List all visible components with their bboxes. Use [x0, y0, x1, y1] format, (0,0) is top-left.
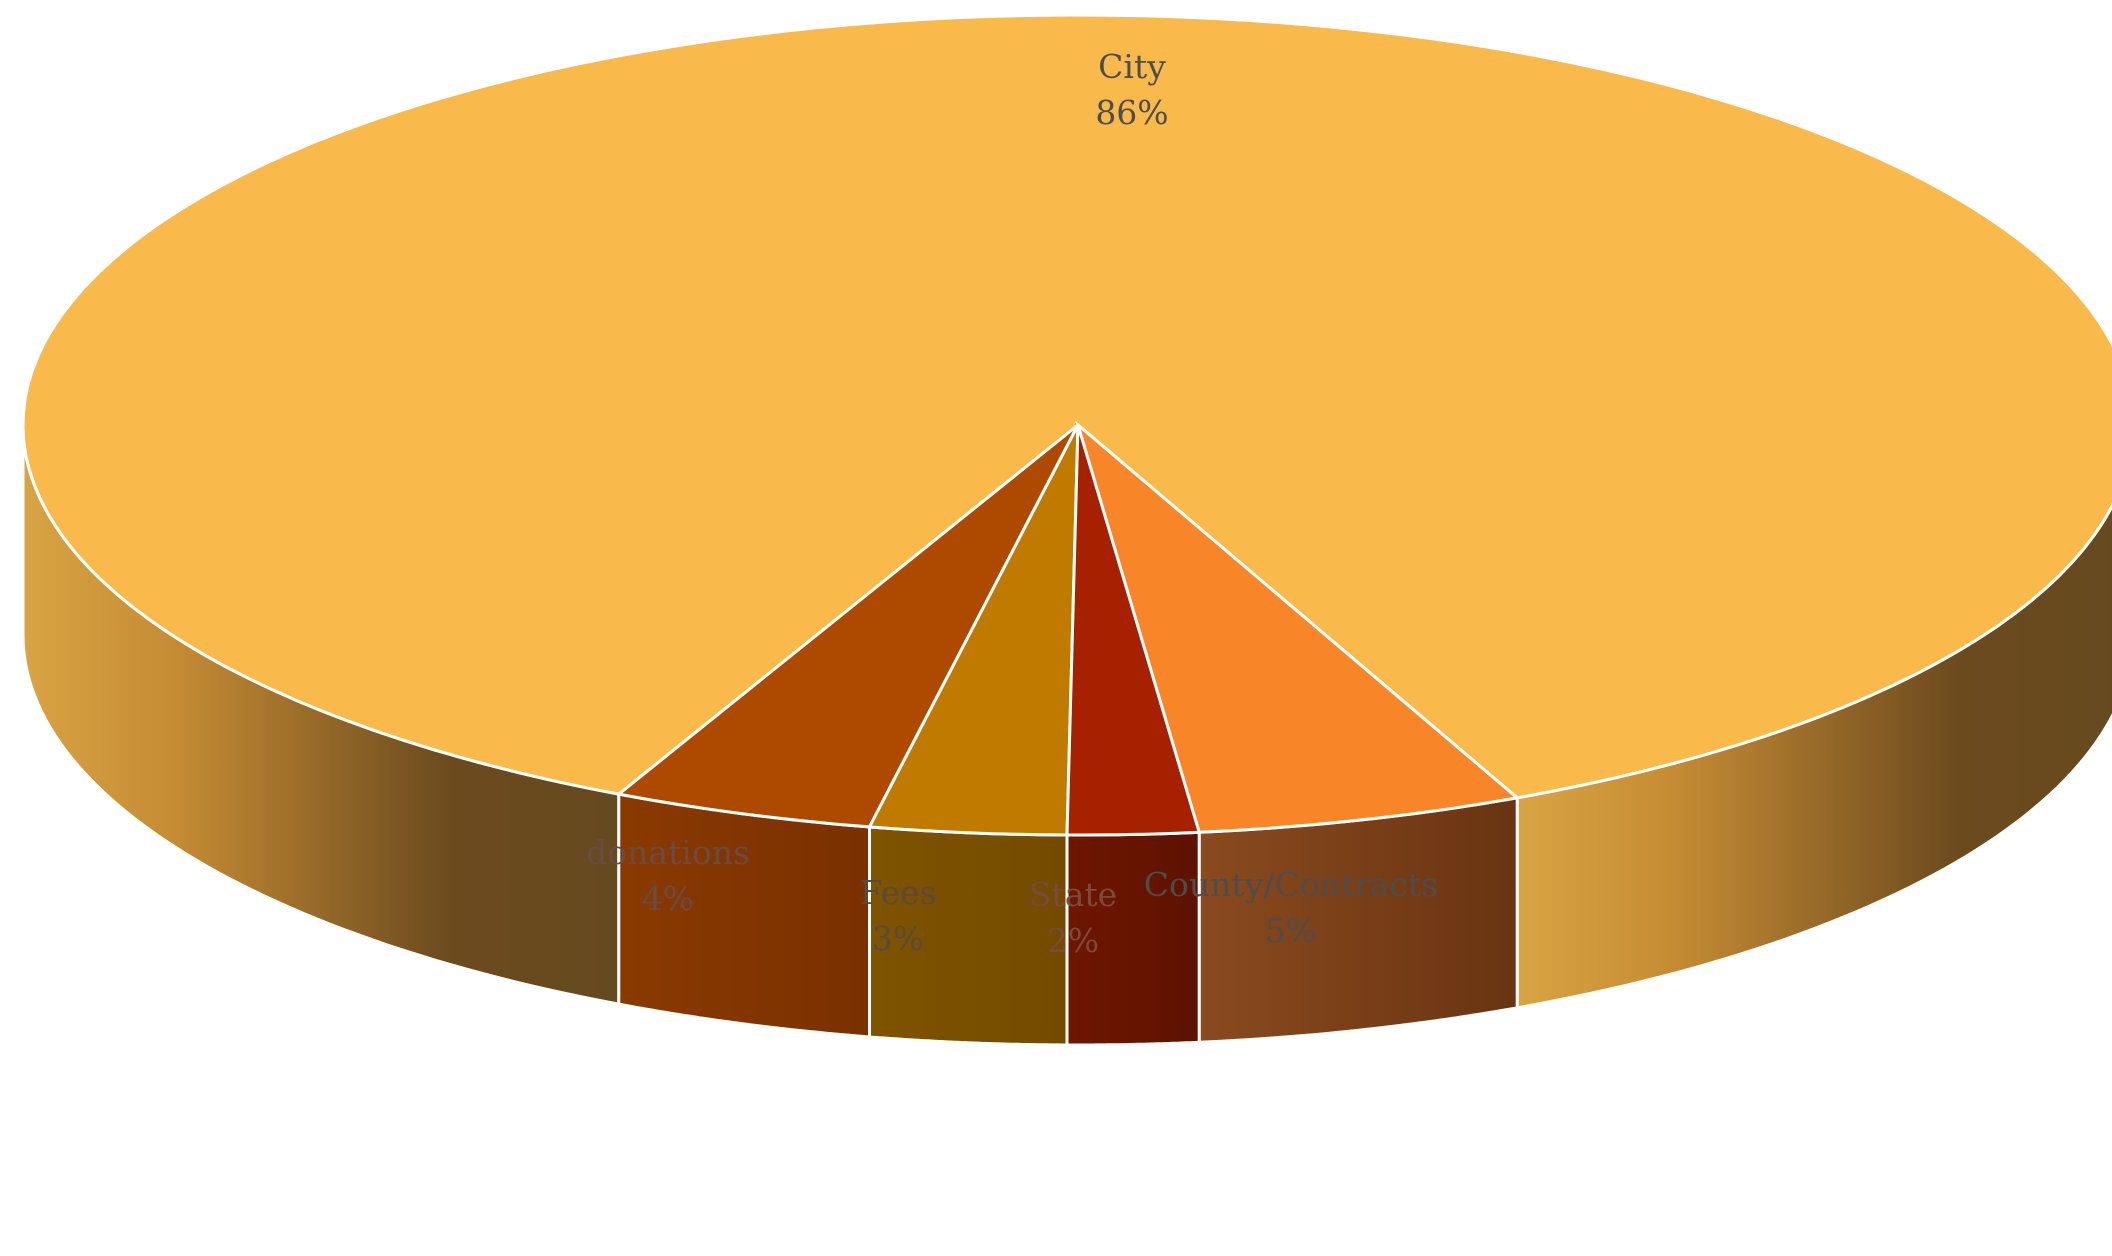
slice-state — [1065, 424, 1202, 837]
slice-label-county: County/Contracts — [1144, 865, 1438, 904]
slice-value-label-state: 2% — [1047, 921, 1099, 960]
slice-label-state: State — [1029, 875, 1117, 914]
slice-donations — [615, 423, 1080, 829]
slice-label-donations: donations — [586, 833, 750, 872]
slice-label-fees: Fees — [859, 873, 936, 912]
slice-value-label-donations: 4% — [642, 879, 694, 918]
slice-county — [1075, 420, 1521, 834]
slice-value-label-city: 86% — [1095, 93, 1168, 132]
slice-fees — [867, 424, 1080, 837]
pie-top-faces — [21, 13, 2112, 837]
slice-label-city: City — [1098, 47, 1166, 86]
slice-side-county — [1197, 796, 1519, 1044]
slice-value-label-county: 5% — [1265, 911, 1317, 950]
slice-city — [21, 13, 2112, 800]
slice-value-label-fees: 3% — [872, 919, 924, 958]
pie-labels: City 86% donations 4% Fees 3% State 2% County/Co… — [586, 47, 1438, 960]
